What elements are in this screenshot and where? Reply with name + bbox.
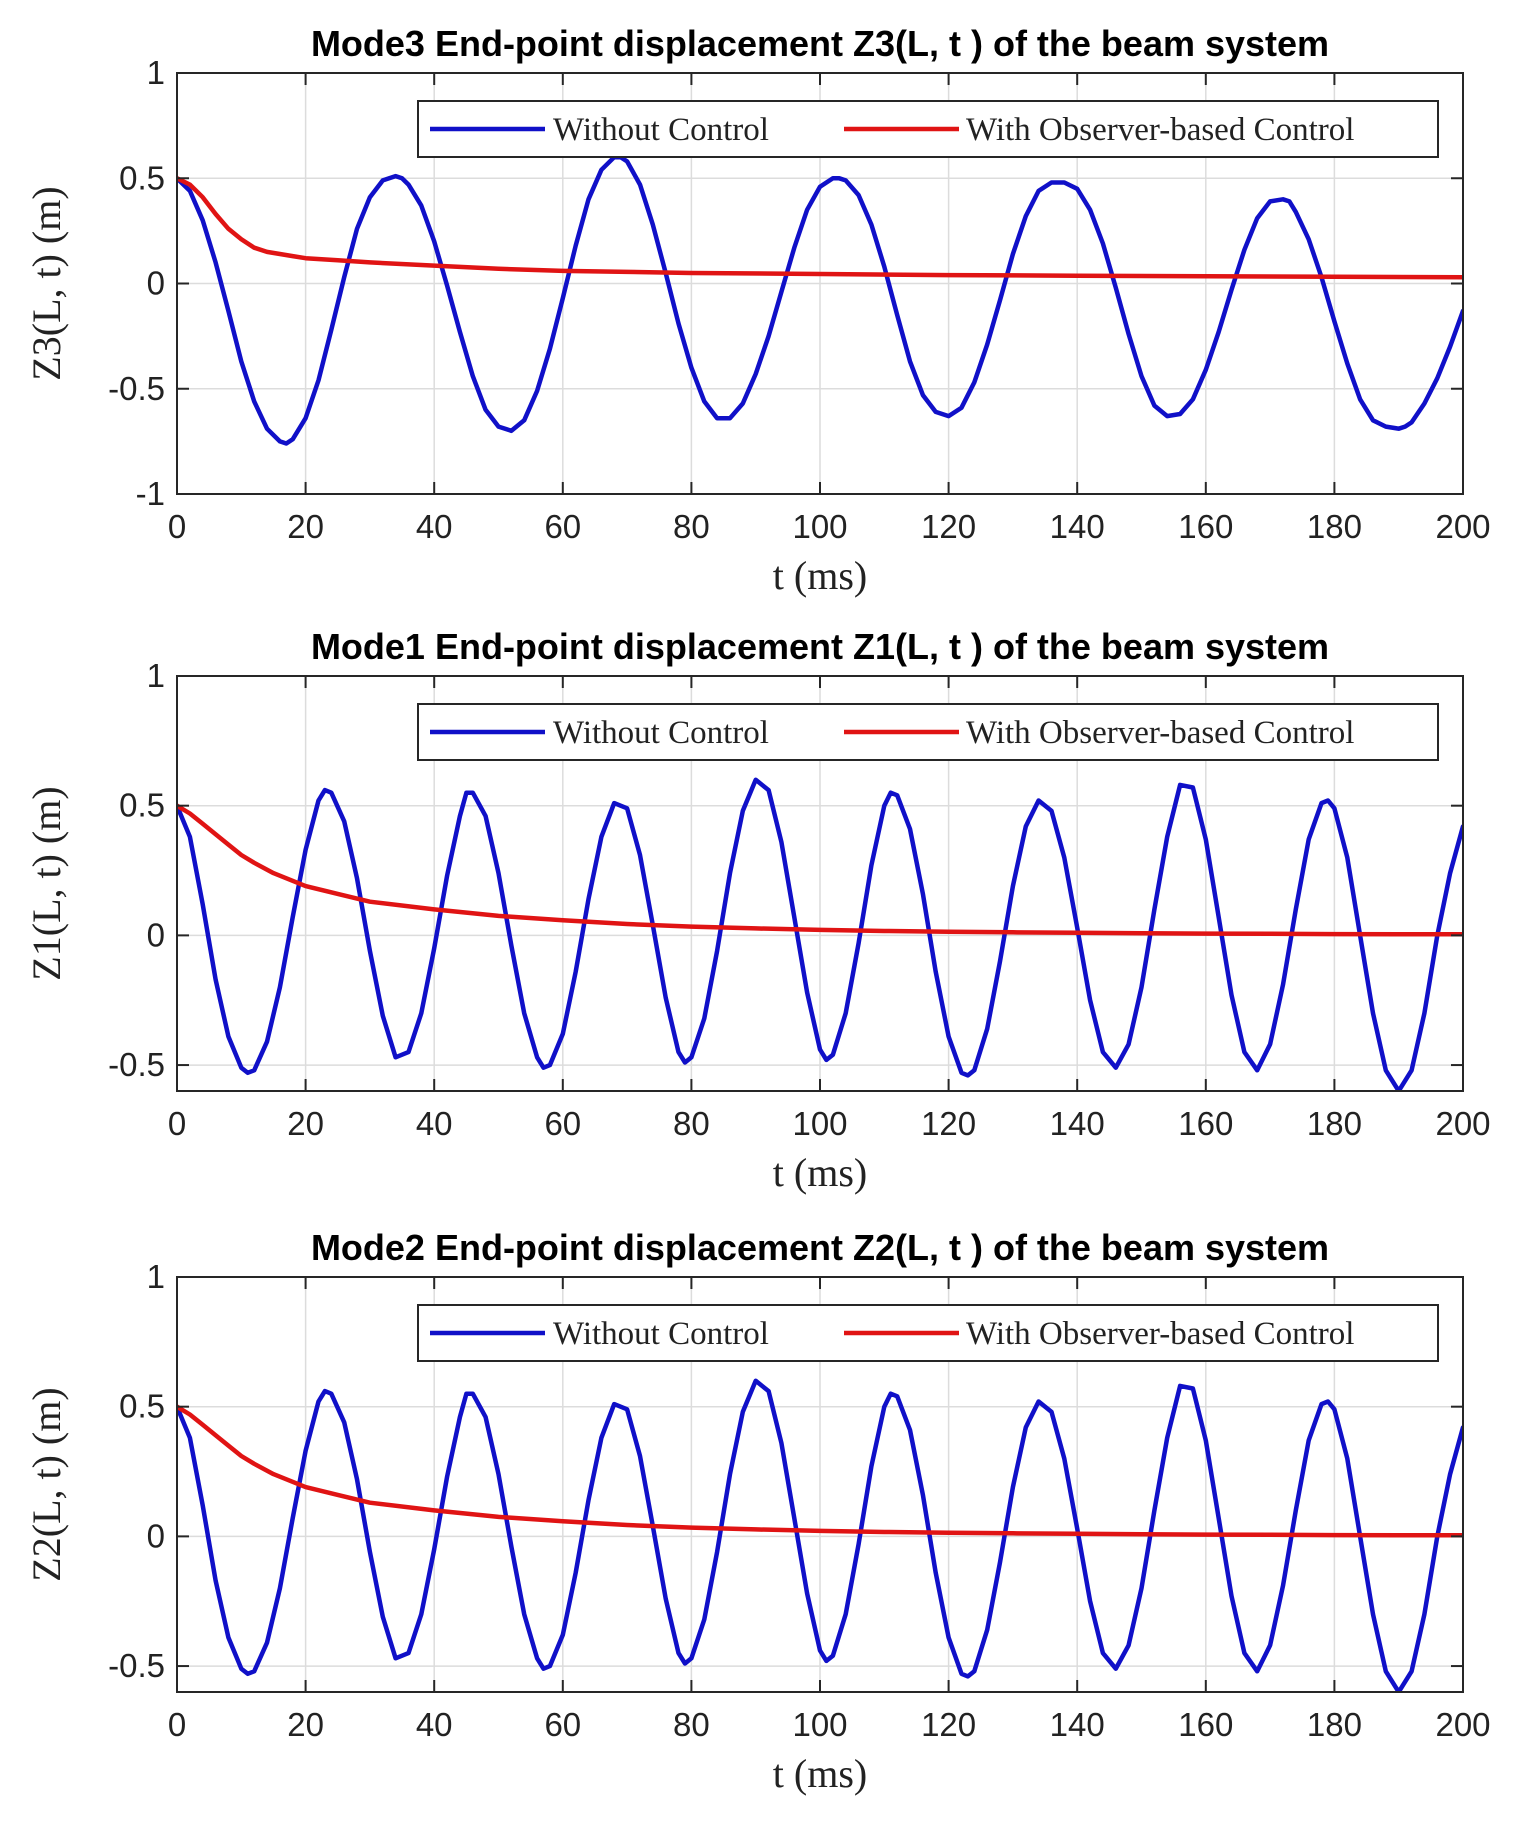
x-tick-label: 180 [1307, 508, 1362, 545]
y-tick-label: -0.5 [108, 1046, 165, 1083]
y-tick-label: 0.5 [119, 787, 165, 824]
y-tick-label: 0 [147, 1517, 165, 1554]
y-tick-label: 0.5 [119, 1388, 165, 1425]
x-tick-label: 60 [544, 508, 581, 545]
y-tick-label: 0 [147, 916, 165, 953]
x-tick-label: 180 [1307, 1706, 1362, 1743]
x-tick-label: 0 [168, 1706, 186, 1743]
x-tick-label: 60 [544, 1105, 581, 1142]
y-axis-label: Z3(L, t) (m) [24, 186, 69, 380]
x-axis-label: t (ms) [773, 1150, 867, 1195]
legend: Without Control With Observer-based Contr… [417, 703, 1439, 761]
y-axis-label: Z2(L, t) (m) [24, 1387, 69, 1581]
x-tick-label: 80 [673, 508, 710, 545]
x-tick-label: 60 [544, 1706, 581, 1743]
y-tick-label: 0 [147, 265, 165, 302]
series-line-with-observer-control [177, 1404, 1463, 1538]
x-tick-label: 80 [673, 1105, 710, 1142]
y-tick-label: 1 [147, 54, 165, 91]
legend-label: Without Control [553, 112, 769, 148]
x-tick-label: 120 [921, 1706, 976, 1743]
x-axis-label: t (ms) [773, 553, 867, 598]
legend-label: Without Control [553, 715, 769, 751]
x-tick-label: 160 [1178, 1105, 1233, 1142]
chart-panel-3: Mode2 End-point displacement Z2(L, t ) o… [24, 1227, 1491, 1796]
x-tick-label: 140 [1050, 1105, 1105, 1142]
x-tick-label: 180 [1307, 1105, 1362, 1142]
y-tick-label: 1 [147, 657, 165, 694]
legend-label: With Observer-based Control [966, 1316, 1354, 1352]
x-tick-label: 0 [168, 1105, 186, 1142]
legend-label: With Observer-based Control [966, 112, 1354, 148]
x-tick-label: 40 [416, 1706, 453, 1743]
x-tick-label: 20 [287, 508, 324, 545]
legend-label: Without Control [553, 1316, 769, 1352]
x-axis-label: t (ms) [773, 1751, 867, 1796]
series-group [177, 154, 1463, 446]
x-tick-label: 200 [1435, 1105, 1490, 1142]
x-tick-label: 100 [792, 508, 847, 545]
x-tick-label: 100 [792, 1105, 847, 1142]
chart-panel-2: Mode1 End-point displacement Z1(L, t ) o… [24, 626, 1491, 1195]
y-tick-label: -0.5 [108, 370, 165, 407]
series-line-with-observer-control [177, 803, 1463, 937]
legend-label: With Observer-based Control [966, 715, 1354, 751]
x-tick-label: 20 [287, 1706, 324, 1743]
x-tick-label: 20 [287, 1105, 324, 1142]
x-tick-label: 140 [1050, 508, 1105, 545]
chart-title: Mode1 End-point displacement Z1(L, t ) o… [311, 626, 1329, 667]
chart-title: Mode3 End-point displacement Z3(L, t ) o… [311, 23, 1329, 64]
y-axis-label: Z1(L, t) (m) [24, 786, 69, 980]
x-tick-label: 120 [921, 508, 976, 545]
legend: Without Control With Observer-based Contr… [417, 1304, 1439, 1362]
y-tick-label: -1 [136, 475, 165, 512]
x-tick-label: 120 [921, 1105, 976, 1142]
chart-panel-1: Mode3 End-point displacement Z3(L, t ) o… [24, 23, 1491, 598]
x-tick-label: 80 [673, 1706, 710, 1743]
x-tick-label: 40 [416, 1105, 453, 1142]
x-tick-label: 200 [1435, 1706, 1490, 1743]
y-tick-label: 1 [147, 1258, 165, 1295]
legend: Without Control With Observer-based Contr… [417, 100, 1439, 158]
x-tick-label: 160 [1178, 508, 1233, 545]
series-group [177, 1378, 1463, 1692]
chart-title: Mode2 End-point displacement Z2(L, t ) o… [311, 1227, 1329, 1268]
y-tick-label: -0.5 [108, 1647, 165, 1684]
series-line-with-observer-control [177, 176, 1463, 280]
x-tick-label: 140 [1050, 1706, 1105, 1743]
series-line-without-control [177, 777, 1463, 1091]
x-tick-label: 100 [792, 1706, 847, 1743]
x-tick-label: 160 [1178, 1706, 1233, 1743]
x-tick-label: 0 [168, 508, 186, 545]
series-line-without-control [177, 1378, 1463, 1692]
series-line-without-control [177, 154, 1463, 446]
series-group [177, 777, 1463, 1091]
x-tick-label: 40 [416, 508, 453, 545]
x-tick-label: 200 [1435, 508, 1490, 545]
y-tick-label: 0.5 [119, 159, 165, 196]
